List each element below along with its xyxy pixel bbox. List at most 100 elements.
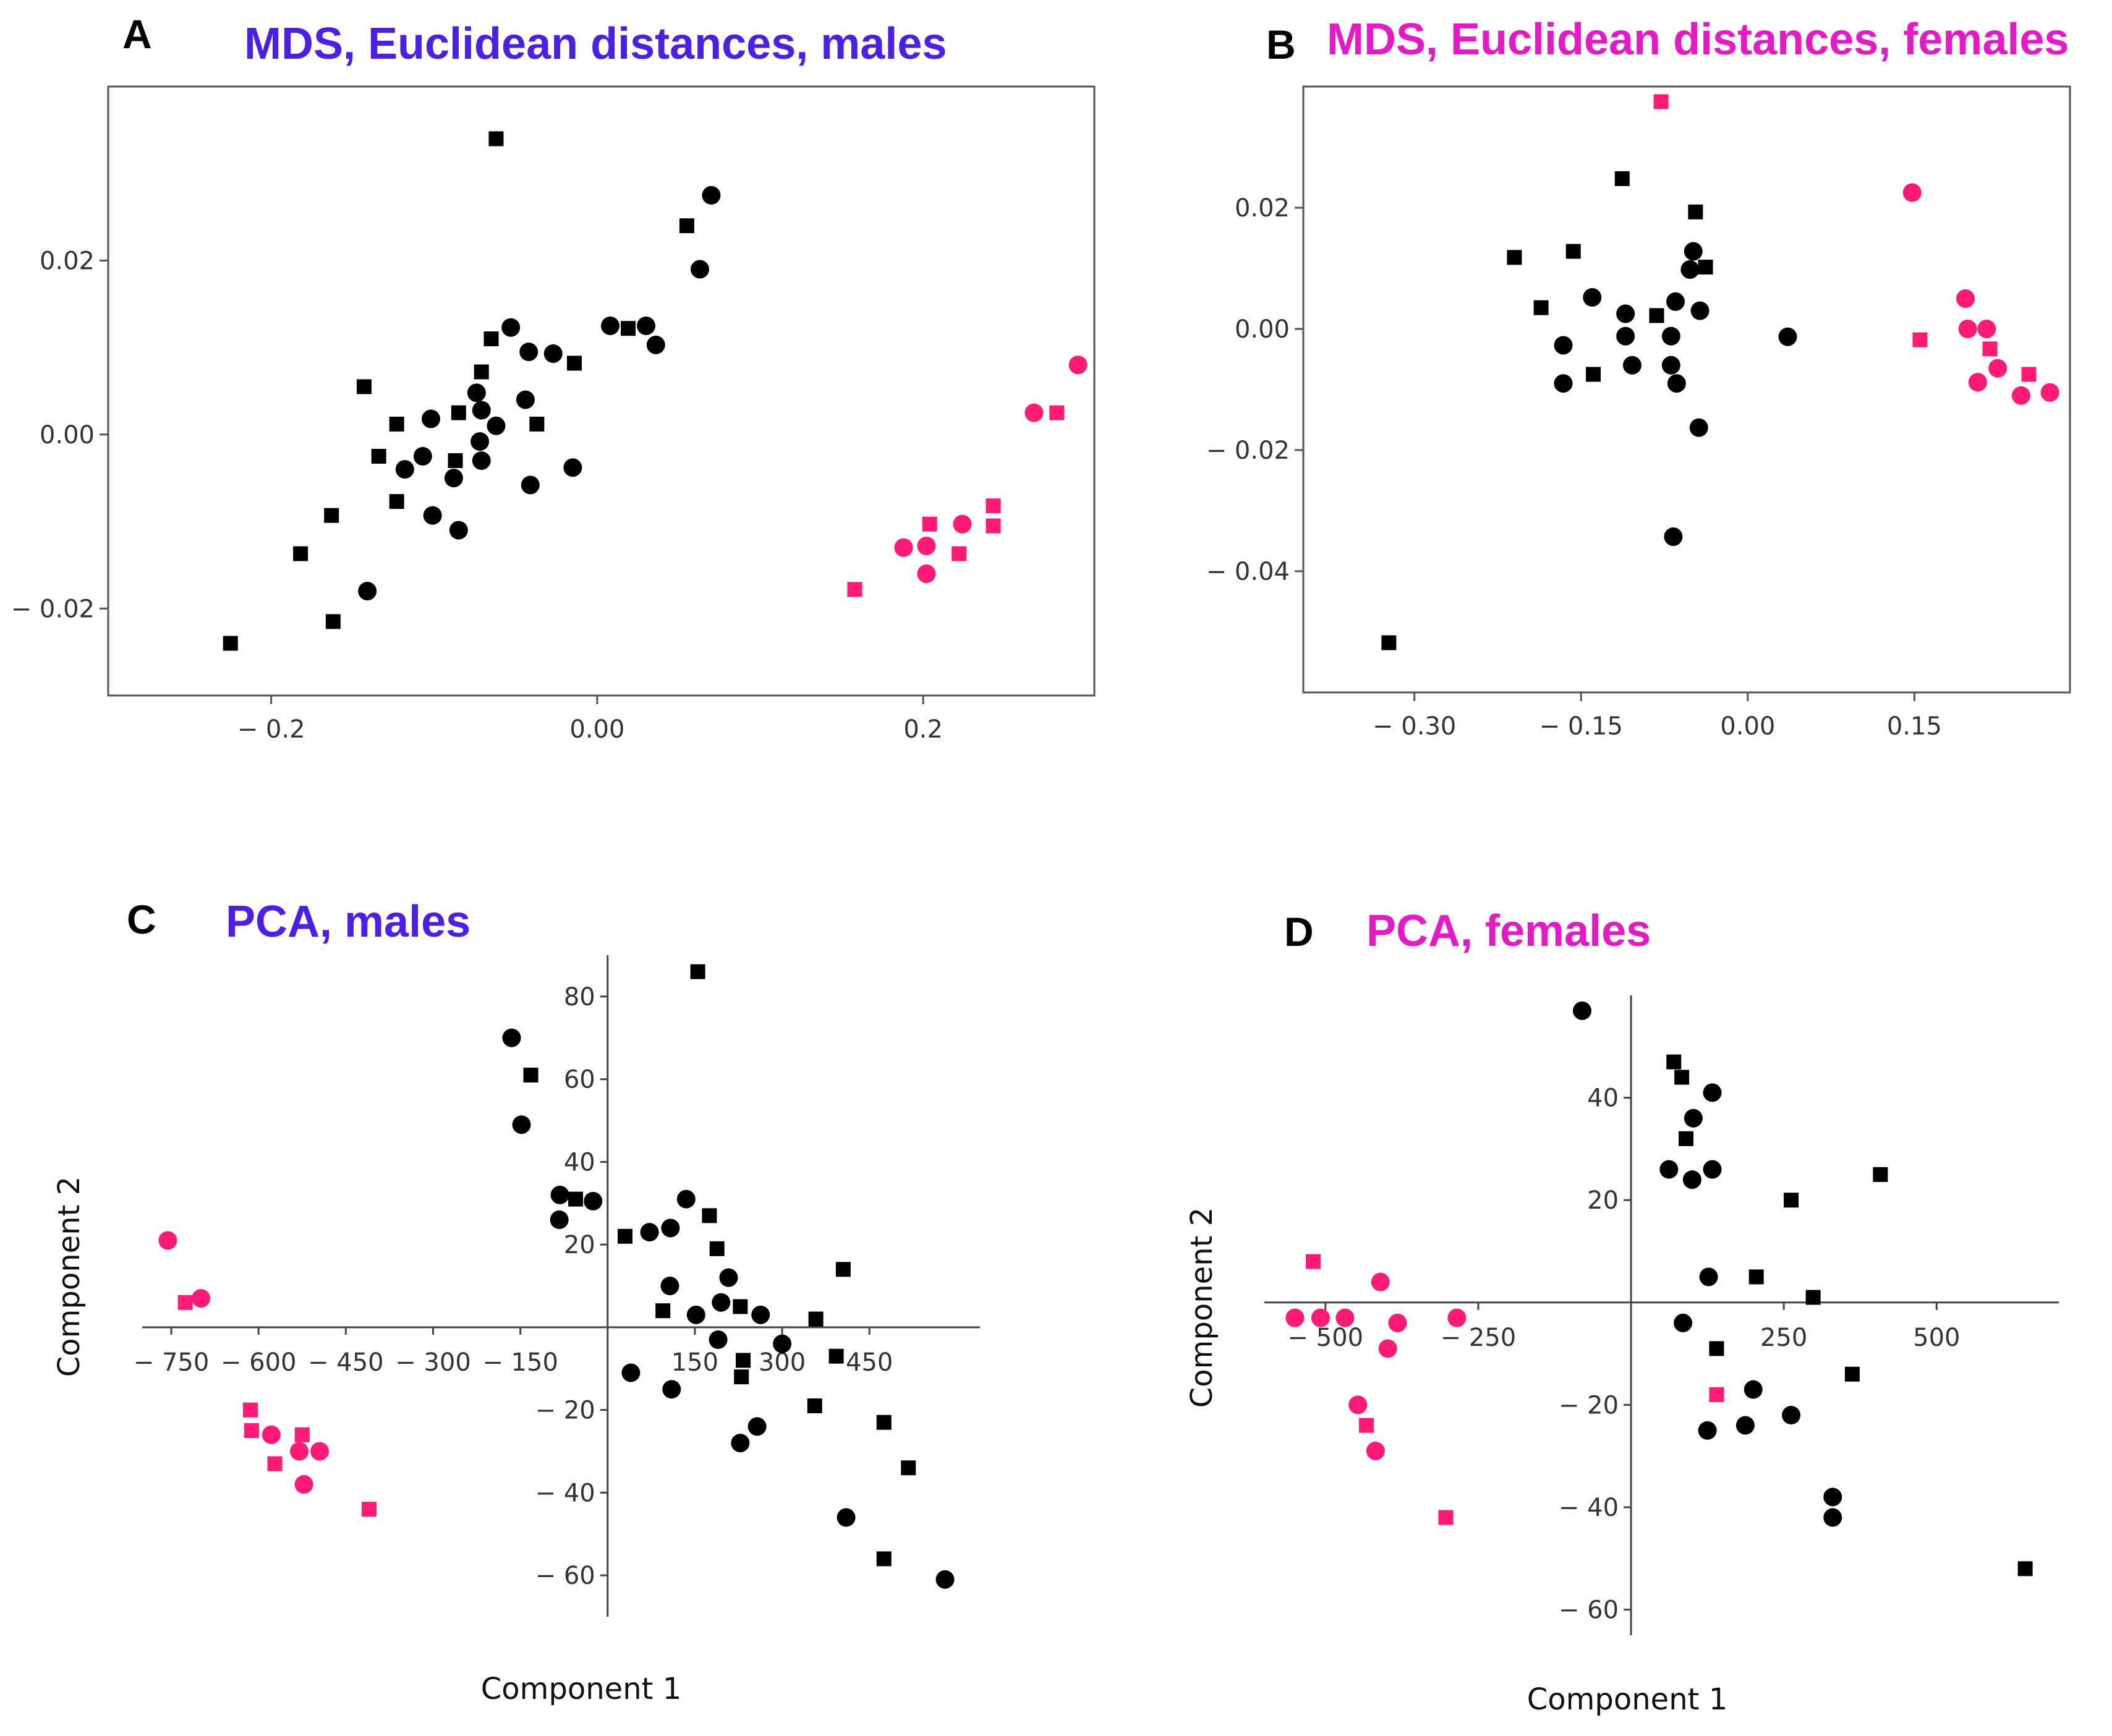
data-point-circle-pink: [1371, 1272, 1390, 1291]
data-point-circle-pink: [1977, 320, 1996, 338]
data-point-square-black: [679, 218, 694, 234]
data-point-square-black: [733, 1299, 748, 1314]
data-point-circle-black: [584, 1191, 603, 1211]
data-point-circle-pink: [1024, 403, 1044, 422]
data-point-square-pink: [986, 518, 1001, 534]
x-tick-label: 0.00: [1720, 712, 1775, 741]
data-point-square-black: [488, 131, 504, 147]
data-point-square-black: [293, 546, 309, 561]
data-point-square-pink: [1438, 1510, 1454, 1525]
data-point-square-black: [835, 1262, 851, 1277]
chart-title: PCA, females: [1366, 906, 1651, 956]
data-point-circle-black: [449, 521, 468, 540]
data-point-circle-black: [1823, 1508, 1842, 1527]
y-tick-label: 20: [564, 1231, 595, 1259]
data-point-square-black: [1507, 250, 1522, 265]
data-point-circle-black: [550, 1185, 569, 1204]
data-point-circle-black: [646, 335, 665, 354]
x-tick-label: − 0.2: [237, 715, 305, 744]
x-tick-label: 500: [1913, 1324, 1960, 1352]
data-point-square-black: [451, 405, 466, 420]
data-point-square-black: [702, 1208, 717, 1223]
data-point-square-black: [371, 449, 386, 464]
data-point-square-black: [1586, 367, 1601, 382]
data-point-square-black: [356, 379, 372, 394]
data-point-circle-black: [1680, 260, 1700, 279]
y-tick-label: − 0.02: [1206, 436, 1290, 465]
data-point-circle-black: [563, 458, 582, 477]
data-point-square-black: [1679, 1131, 1694, 1146]
data-point-square-pink: [294, 1427, 310, 1442]
chart-title: MDS, Euclidean distances, females: [1327, 15, 2069, 64]
data-point-square-pink: [1982, 341, 1998, 357]
data-point-circle-black: [1664, 527, 1683, 547]
data-point-circle-black: [712, 1293, 731, 1312]
data-point-circle-pink: [294, 1475, 313, 1494]
y-tick-label: 0.02: [40, 247, 95, 275]
panel-letter: A: [122, 11, 152, 57]
data-point-square-black: [1674, 1070, 1690, 1085]
data-point-circle-pink: [1366, 1441, 1385, 1460]
data-point-circle-black: [702, 185, 721, 205]
data-point-circle-pink: [1068, 355, 1088, 375]
y-tick-label: − 0.04: [1206, 558, 1290, 586]
data-point-circle-black: [662, 1380, 681, 1399]
data-point-square-black: [1844, 1366, 1860, 1382]
chart-panel-b: B MDS, Euclidean distances, females − 0.30…: [1206, 15, 2071, 741]
data-point-circle-black: [1698, 1421, 1717, 1440]
data-point-square-pink: [1653, 94, 1669, 109]
data-point-circle-black: [637, 316, 655, 335]
chart-panel-c: C PCA, males− 750− 600− 450− 300− 150 150 3…: [52, 896, 980, 1706]
data-point-circle-black: [686, 1305, 705, 1324]
data-point-square-black: [324, 508, 339, 523]
data-point-circle-pink: [310, 1442, 329, 1461]
y-tick-label: 0.00: [40, 421, 95, 449]
panel-letter: D: [1284, 909, 1314, 955]
data-point-circle-black: [444, 469, 463, 488]
y-tick-label: − 60: [1559, 1596, 1619, 1625]
data-point-circle-black: [422, 409, 440, 428]
data-point-circle-black: [691, 260, 709, 279]
data-point-circle-black: [516, 390, 535, 409]
y-axis-label: Component 2: [1185, 1207, 1219, 1408]
data-point-square-black: [876, 1551, 892, 1567]
data-point-circle-black: [1689, 418, 1708, 437]
panel-letter: C: [127, 896, 156, 942]
data-point-square-black: [568, 1191, 584, 1207]
data-point-circle-pink: [2011, 386, 2030, 405]
x-tick-label: − 750: [134, 1348, 210, 1377]
data-point-circle-black: [358, 582, 377, 601]
data-point-circle-black: [621, 1363, 641, 1382]
data-point-square-pink: [1049, 405, 1065, 420]
y-tick-label: − 40: [1559, 1494, 1619, 1522]
data-point-square-black: [2017, 1561, 2033, 1576]
data-point-square-black: [828, 1348, 844, 1364]
data-point-square-black: [1805, 1290, 1821, 1305]
data-point-square-pink: [952, 546, 967, 561]
x-tick-label: 0.15: [1887, 712, 1942, 741]
data-point-circle-black: [487, 416, 506, 435]
data-point-square-pink: [244, 1423, 259, 1439]
data-point-circle-black: [1823, 1487, 1842, 1507]
data-point-circle-black: [472, 451, 491, 470]
data-point-square-black: [734, 1369, 749, 1385]
data-point-square-black: [1688, 204, 1703, 219]
data-point-circle-black: [601, 316, 620, 335]
data-point-square-black: [483, 331, 499, 347]
data-point-circle-black: [676, 1189, 696, 1209]
data-point-square-black: [1565, 244, 1581, 259]
data-point-square-black: [901, 1460, 916, 1476]
x-tick-label: − 300: [395, 1348, 471, 1377]
data-point-circle-black: [395, 460, 414, 479]
data-point-circle-black: [709, 1330, 728, 1349]
data-point-circle-black: [719, 1268, 738, 1287]
data-point-square-pink: [1912, 332, 1928, 347]
y-tick-label: − 0.02: [11, 595, 95, 623]
data-point-circle-black: [1674, 1313, 1693, 1332]
data-point-circle-black: [501, 318, 521, 337]
data-point-circle-black: [1616, 304, 1635, 323]
data-point-square-black: [876, 1415, 892, 1430]
data-point-circle-black: [512, 1115, 531, 1134]
data-point-circle-pink: [953, 514, 972, 534]
data-point-square-black: [448, 453, 463, 469]
